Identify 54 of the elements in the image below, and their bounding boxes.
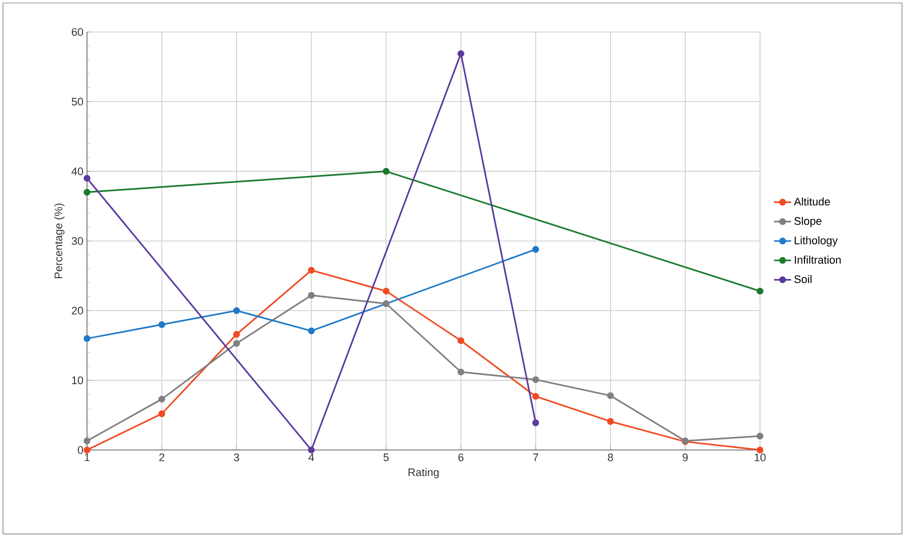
point	[308, 266, 315, 274]
point	[233, 307, 240, 314]
x-tick-label: 1	[84, 454, 90, 462]
point	[84, 438, 90, 444]
point	[308, 292, 315, 299]
legend-label: Infiltration	[794, 256, 841, 264]
x-tick-label: 3	[234, 454, 240, 462]
point	[382, 300, 390, 308]
point	[84, 335, 90, 342]
legend-label: Soil	[794, 275, 812, 284]
point	[158, 321, 166, 328]
x-tick-label: 6	[458, 454, 464, 462]
y-tick-label: 0	[78, 446, 84, 454]
point	[532, 246, 540, 253]
legend-label: Lithology	[794, 236, 838, 246]
x-tick-label: 8	[608, 454, 614, 462]
legend-label: Slope	[794, 216, 822, 228]
point	[458, 50, 464, 57]
point	[233, 330, 240, 338]
point	[607, 392, 614, 400]
x-tick-label: 9	[682, 454, 688, 462]
point	[756, 446, 764, 454]
point	[84, 174, 90, 182]
y-axis-title: Percentage (%)	[54, 204, 64, 278]
x-axis-title: Rating	[408, 468, 439, 478]
x-tick-label: 7	[533, 454, 538, 462]
point	[382, 168, 390, 175]
point	[233, 340, 240, 347]
y-tick-label: 30	[72, 237, 84, 245]
point	[308, 446, 315, 454]
y-tick-label: 10	[72, 376, 84, 384]
x-tick-label: 10	[754, 454, 766, 462]
point	[382, 288, 390, 295]
y-tick-label: 50	[72, 98, 84, 106]
point	[458, 337, 464, 344]
y-tick-label: 20	[72, 306, 84, 315]
point	[308, 327, 315, 334]
point	[756, 288, 764, 295]
legend-label: Altitude	[794, 197, 830, 206]
point	[158, 410, 166, 418]
point	[532, 376, 540, 384]
y-tick-label: 40	[72, 167, 84, 176]
point	[458, 368, 464, 376]
point	[158, 396, 166, 403]
point	[756, 432, 764, 440]
point	[532, 419, 540, 426]
x-tick-label: 4	[308, 454, 314, 462]
point	[607, 418, 614, 425]
point	[84, 446, 90, 454]
x-tick-label: 2	[159, 454, 164, 462]
point	[84, 188, 90, 196]
point	[532, 392, 540, 400]
x-tick-label: 5	[384, 454, 389, 462]
y-tick-label: 60	[72, 28, 84, 36]
